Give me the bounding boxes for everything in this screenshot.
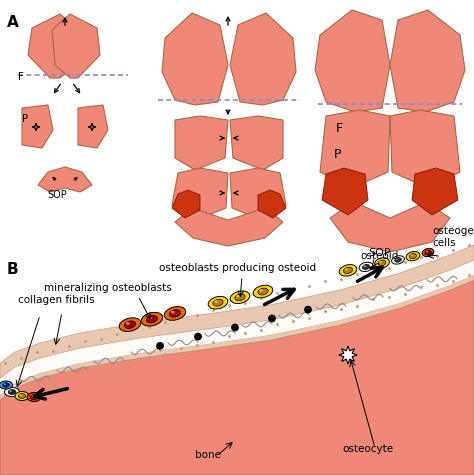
Polygon shape	[330, 202, 450, 252]
Polygon shape	[0, 275, 474, 400]
Ellipse shape	[359, 262, 373, 272]
Text: osteoid: osteoid	[360, 251, 398, 261]
Text: bone: bone	[195, 450, 221, 460]
Ellipse shape	[259, 289, 263, 292]
Ellipse shape	[236, 294, 240, 297]
Ellipse shape	[8, 390, 16, 394]
Circle shape	[269, 315, 275, 322]
Ellipse shape	[422, 248, 434, 256]
Ellipse shape	[213, 299, 223, 306]
Circle shape	[157, 342, 163, 349]
Polygon shape	[0, 280, 474, 475]
Ellipse shape	[258, 288, 268, 295]
Ellipse shape	[208, 296, 228, 309]
Ellipse shape	[27, 392, 41, 401]
Text: collagen fibrils: collagen fibrils	[18, 295, 95, 305]
Ellipse shape	[230, 291, 250, 304]
Ellipse shape	[164, 306, 186, 320]
Ellipse shape	[410, 254, 417, 259]
Ellipse shape	[4, 388, 19, 397]
Circle shape	[195, 333, 201, 340]
Text: A: A	[7, 15, 19, 30]
Polygon shape	[339, 346, 357, 364]
Ellipse shape	[343, 267, 353, 274]
Ellipse shape	[9, 390, 12, 392]
Polygon shape	[258, 190, 286, 218]
Polygon shape	[162, 13, 228, 105]
Ellipse shape	[374, 258, 389, 268]
Ellipse shape	[378, 260, 386, 266]
Polygon shape	[320, 110, 390, 188]
Ellipse shape	[406, 251, 420, 261]
Ellipse shape	[126, 322, 130, 325]
Text: F: F	[336, 122, 343, 135]
Text: mineralizing osteoblasts: mineralizing osteoblasts	[44, 283, 172, 293]
Polygon shape	[78, 105, 108, 148]
Ellipse shape	[124, 321, 136, 328]
Ellipse shape	[395, 258, 398, 260]
Ellipse shape	[3, 383, 9, 387]
Ellipse shape	[0, 381, 12, 389]
Ellipse shape	[19, 394, 22, 396]
Polygon shape	[175, 116, 228, 170]
Ellipse shape	[15, 391, 29, 400]
Ellipse shape	[253, 285, 273, 298]
Polygon shape	[390, 110, 460, 188]
Polygon shape	[28, 14, 78, 78]
Polygon shape	[412, 168, 458, 215]
Ellipse shape	[148, 316, 152, 319]
Polygon shape	[230, 168, 286, 220]
Polygon shape	[172, 168, 228, 220]
Ellipse shape	[364, 265, 366, 267]
Polygon shape	[0, 260, 474, 395]
Polygon shape	[0, 245, 474, 378]
Ellipse shape	[392, 256, 404, 264]
Ellipse shape	[169, 310, 181, 317]
Polygon shape	[322, 168, 368, 215]
Ellipse shape	[395, 257, 401, 262]
Ellipse shape	[339, 265, 357, 276]
Circle shape	[232, 324, 238, 331]
Ellipse shape	[31, 395, 34, 397]
Text: SOP: SOP	[369, 248, 392, 258]
Ellipse shape	[363, 264, 370, 269]
Ellipse shape	[119, 318, 141, 332]
Ellipse shape	[171, 311, 175, 314]
Polygon shape	[38, 167, 92, 192]
Ellipse shape	[235, 294, 245, 301]
Polygon shape	[390, 10, 465, 112]
Ellipse shape	[4, 383, 6, 385]
Text: osteoblasts producing osteoid: osteoblasts producing osteoid	[159, 263, 317, 273]
Text: B: B	[7, 262, 18, 277]
Text: F: F	[18, 72, 24, 82]
Ellipse shape	[345, 268, 348, 271]
Ellipse shape	[214, 300, 218, 303]
Circle shape	[305, 306, 311, 313]
Ellipse shape	[146, 315, 158, 323]
Polygon shape	[22, 105, 53, 148]
Polygon shape	[230, 116, 283, 170]
Polygon shape	[230, 13, 296, 105]
Polygon shape	[52, 14, 100, 78]
Text: P: P	[334, 148, 341, 161]
Ellipse shape	[30, 395, 37, 399]
Ellipse shape	[141, 313, 163, 326]
Polygon shape	[315, 10, 390, 112]
Text: P: P	[22, 114, 28, 124]
Text: SOP: SOP	[47, 190, 67, 200]
Ellipse shape	[379, 261, 382, 263]
Ellipse shape	[410, 254, 413, 257]
Polygon shape	[175, 208, 283, 246]
Text: osteocyte: osteocyte	[342, 444, 393, 454]
Ellipse shape	[425, 250, 431, 255]
Ellipse shape	[426, 251, 428, 253]
Text: osteogenic
cells: osteogenic cells	[432, 227, 474, 248]
Ellipse shape	[18, 393, 26, 399]
Polygon shape	[172, 190, 200, 218]
